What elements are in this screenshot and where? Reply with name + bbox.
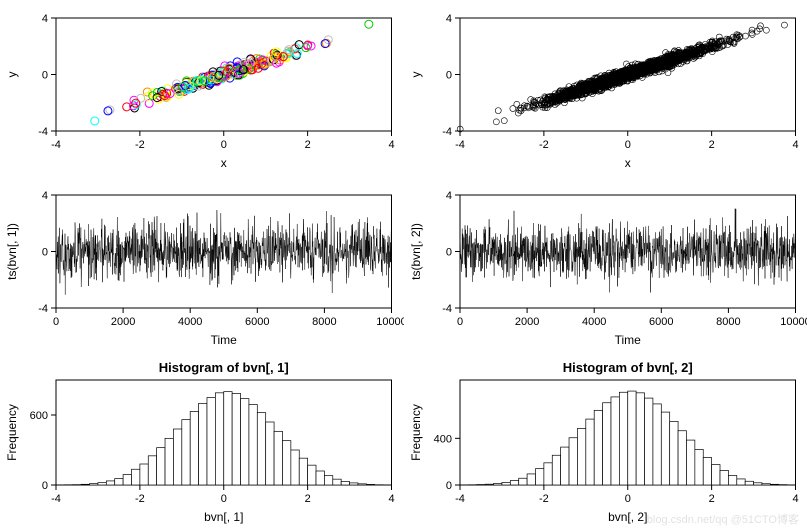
svg-text:4: 4	[792, 493, 798, 505]
svg-text:6000: 6000	[245, 316, 269, 328]
timeseries-right: 0 2000 4000 6000 8000 10000 -4 0 4 Time ts(bvn[, 2…	[404, 177, 807, 354]
svg-text:bvn[, 1]: bvn[, 1]	[204, 510, 243, 524]
histogram-left: -4 -2 0 2 4 0 600 bvn[, 1] Frequency Histogram of…	[0, 354, 404, 531]
scatter-left-cell: -4 -2 0 2 4 -4 0 4 x y	[0, 0, 404, 177]
svg-text:ts(bvn[, 2]): ts(bvn[, 2])	[409, 223, 423, 280]
timeseries-left: 0 2000 4000 6000 8000 10000 -4 0 4 Time ts(bvn[, 1…	[0, 177, 404, 354]
svg-text:-4: -4	[442, 126, 452, 138]
svg-text:-4: -4	[442, 303, 452, 315]
svg-text:0: 0	[624, 493, 630, 505]
hist-left-cell: -4 -2 0 2 4 0 600 bvn[, 1] Frequency Histogram of…	[0, 354, 404, 531]
svg-text:0: 0	[221, 139, 227, 151]
svg-text:-4: -4	[455, 139, 465, 151]
svg-text:4: 4	[388, 139, 394, 151]
scatter-left: -4 -2 0 2 4 -4 0 4 x y	[0, 0, 404, 177]
svg-text:0: 0	[445, 70, 451, 82]
svg-text:0: 0	[445, 247, 451, 259]
svg-text:2: 2	[305, 139, 311, 151]
scatter-right: -4 -2 0 2 4 -4 0 4 x y	[404, 0, 807, 177]
svg-text:400: 400	[433, 433, 451, 445]
svg-text:4000: 4000	[178, 316, 202, 328]
svg-text:-4: -4	[38, 303, 48, 315]
svg-text:-4: -4	[51, 139, 61, 151]
svg-text:10000: 10000	[376, 316, 403, 328]
svg-text:10000: 10000	[780, 316, 807, 328]
svg-text:-2: -2	[135, 139, 145, 151]
svg-text:x: x	[624, 156, 630, 170]
ts-right-cell: 0 2000 4000 6000 8000 10000 -4 0 4 Time ts(bvn[, 2…	[404, 177, 807, 354]
svg-text:2000: 2000	[111, 316, 135, 328]
svg-text:0: 0	[42, 70, 48, 82]
svg-text:Frequency: Frequency	[409, 404, 423, 461]
svg-text:bvn[, 2]: bvn[, 2]	[608, 510, 647, 524]
svg-text:y: y	[5, 72, 19, 78]
svg-text:y: y	[409, 72, 423, 78]
svg-text:ts(bvn[, 1]): ts(bvn[, 1])	[5, 223, 19, 280]
svg-text:4: 4	[445, 13, 451, 25]
svg-text:-2: -2	[538, 139, 548, 151]
svg-text:-4: -4	[51, 493, 61, 505]
histogram-right: -4 -2 0 2 4 0 400 bvn[, 2] Frequency Histogram of…	[404, 354, 807, 531]
svg-text:0: 0	[624, 139, 630, 151]
svg-text:-2: -2	[135, 493, 145, 505]
svg-text:4000: 4000	[581, 316, 605, 328]
svg-text:2: 2	[708, 139, 714, 151]
scatter-right-cell: -4 -2 0 2 4 -4 0 4 x y	[404, 0, 807, 177]
svg-text:Time: Time	[211, 333, 238, 347]
svg-text:8000: 8000	[716, 316, 740, 328]
svg-text:Histogram of bvn[, 2]: Histogram of bvn[, 2]	[562, 360, 692, 375]
svg-text:x: x	[221, 156, 227, 170]
svg-text:4: 4	[445, 190, 451, 202]
svg-text:0: 0	[456, 316, 462, 328]
svg-text:8000: 8000	[312, 316, 336, 328]
svg-text:Histogram of bvn[, 1]: Histogram of bvn[, 1]	[159, 360, 289, 375]
svg-text:-2: -2	[538, 493, 548, 505]
svg-text:-4: -4	[455, 493, 465, 505]
plot-grid: -4-2024-404xy -4-2024-404xy 020004000600…	[0, 0, 807, 531]
svg-text:2: 2	[708, 493, 714, 505]
svg-text:Time: Time	[614, 333, 641, 347]
ts-left-cell: 0 2000 4000 6000 8000 10000 -4 0 4 Time ts(bvn[, 1…	[0, 177, 404, 354]
svg-text:4: 4	[388, 493, 394, 505]
svg-text:0: 0	[445, 480, 451, 492]
svg-text:2: 2	[305, 493, 311, 505]
hist-right-cell: -4 -2 0 2 4 0 400 bvn[, 2] Frequency Histogram of…	[404, 354, 807, 531]
svg-text:0: 0	[42, 480, 48, 492]
svg-text:6000: 6000	[649, 316, 673, 328]
svg-text:2000: 2000	[514, 316, 538, 328]
svg-text:Frequency: Frequency	[5, 404, 19, 461]
svg-text:4: 4	[792, 139, 798, 151]
svg-text:-4: -4	[38, 126, 48, 138]
svg-text:0: 0	[221, 493, 227, 505]
svg-text:4: 4	[42, 13, 48, 25]
svg-text:4: 4	[42, 190, 48, 202]
svg-text:0: 0	[42, 247, 48, 259]
svg-text:600: 600	[30, 410, 48, 422]
svg-text:0: 0	[53, 316, 59, 328]
